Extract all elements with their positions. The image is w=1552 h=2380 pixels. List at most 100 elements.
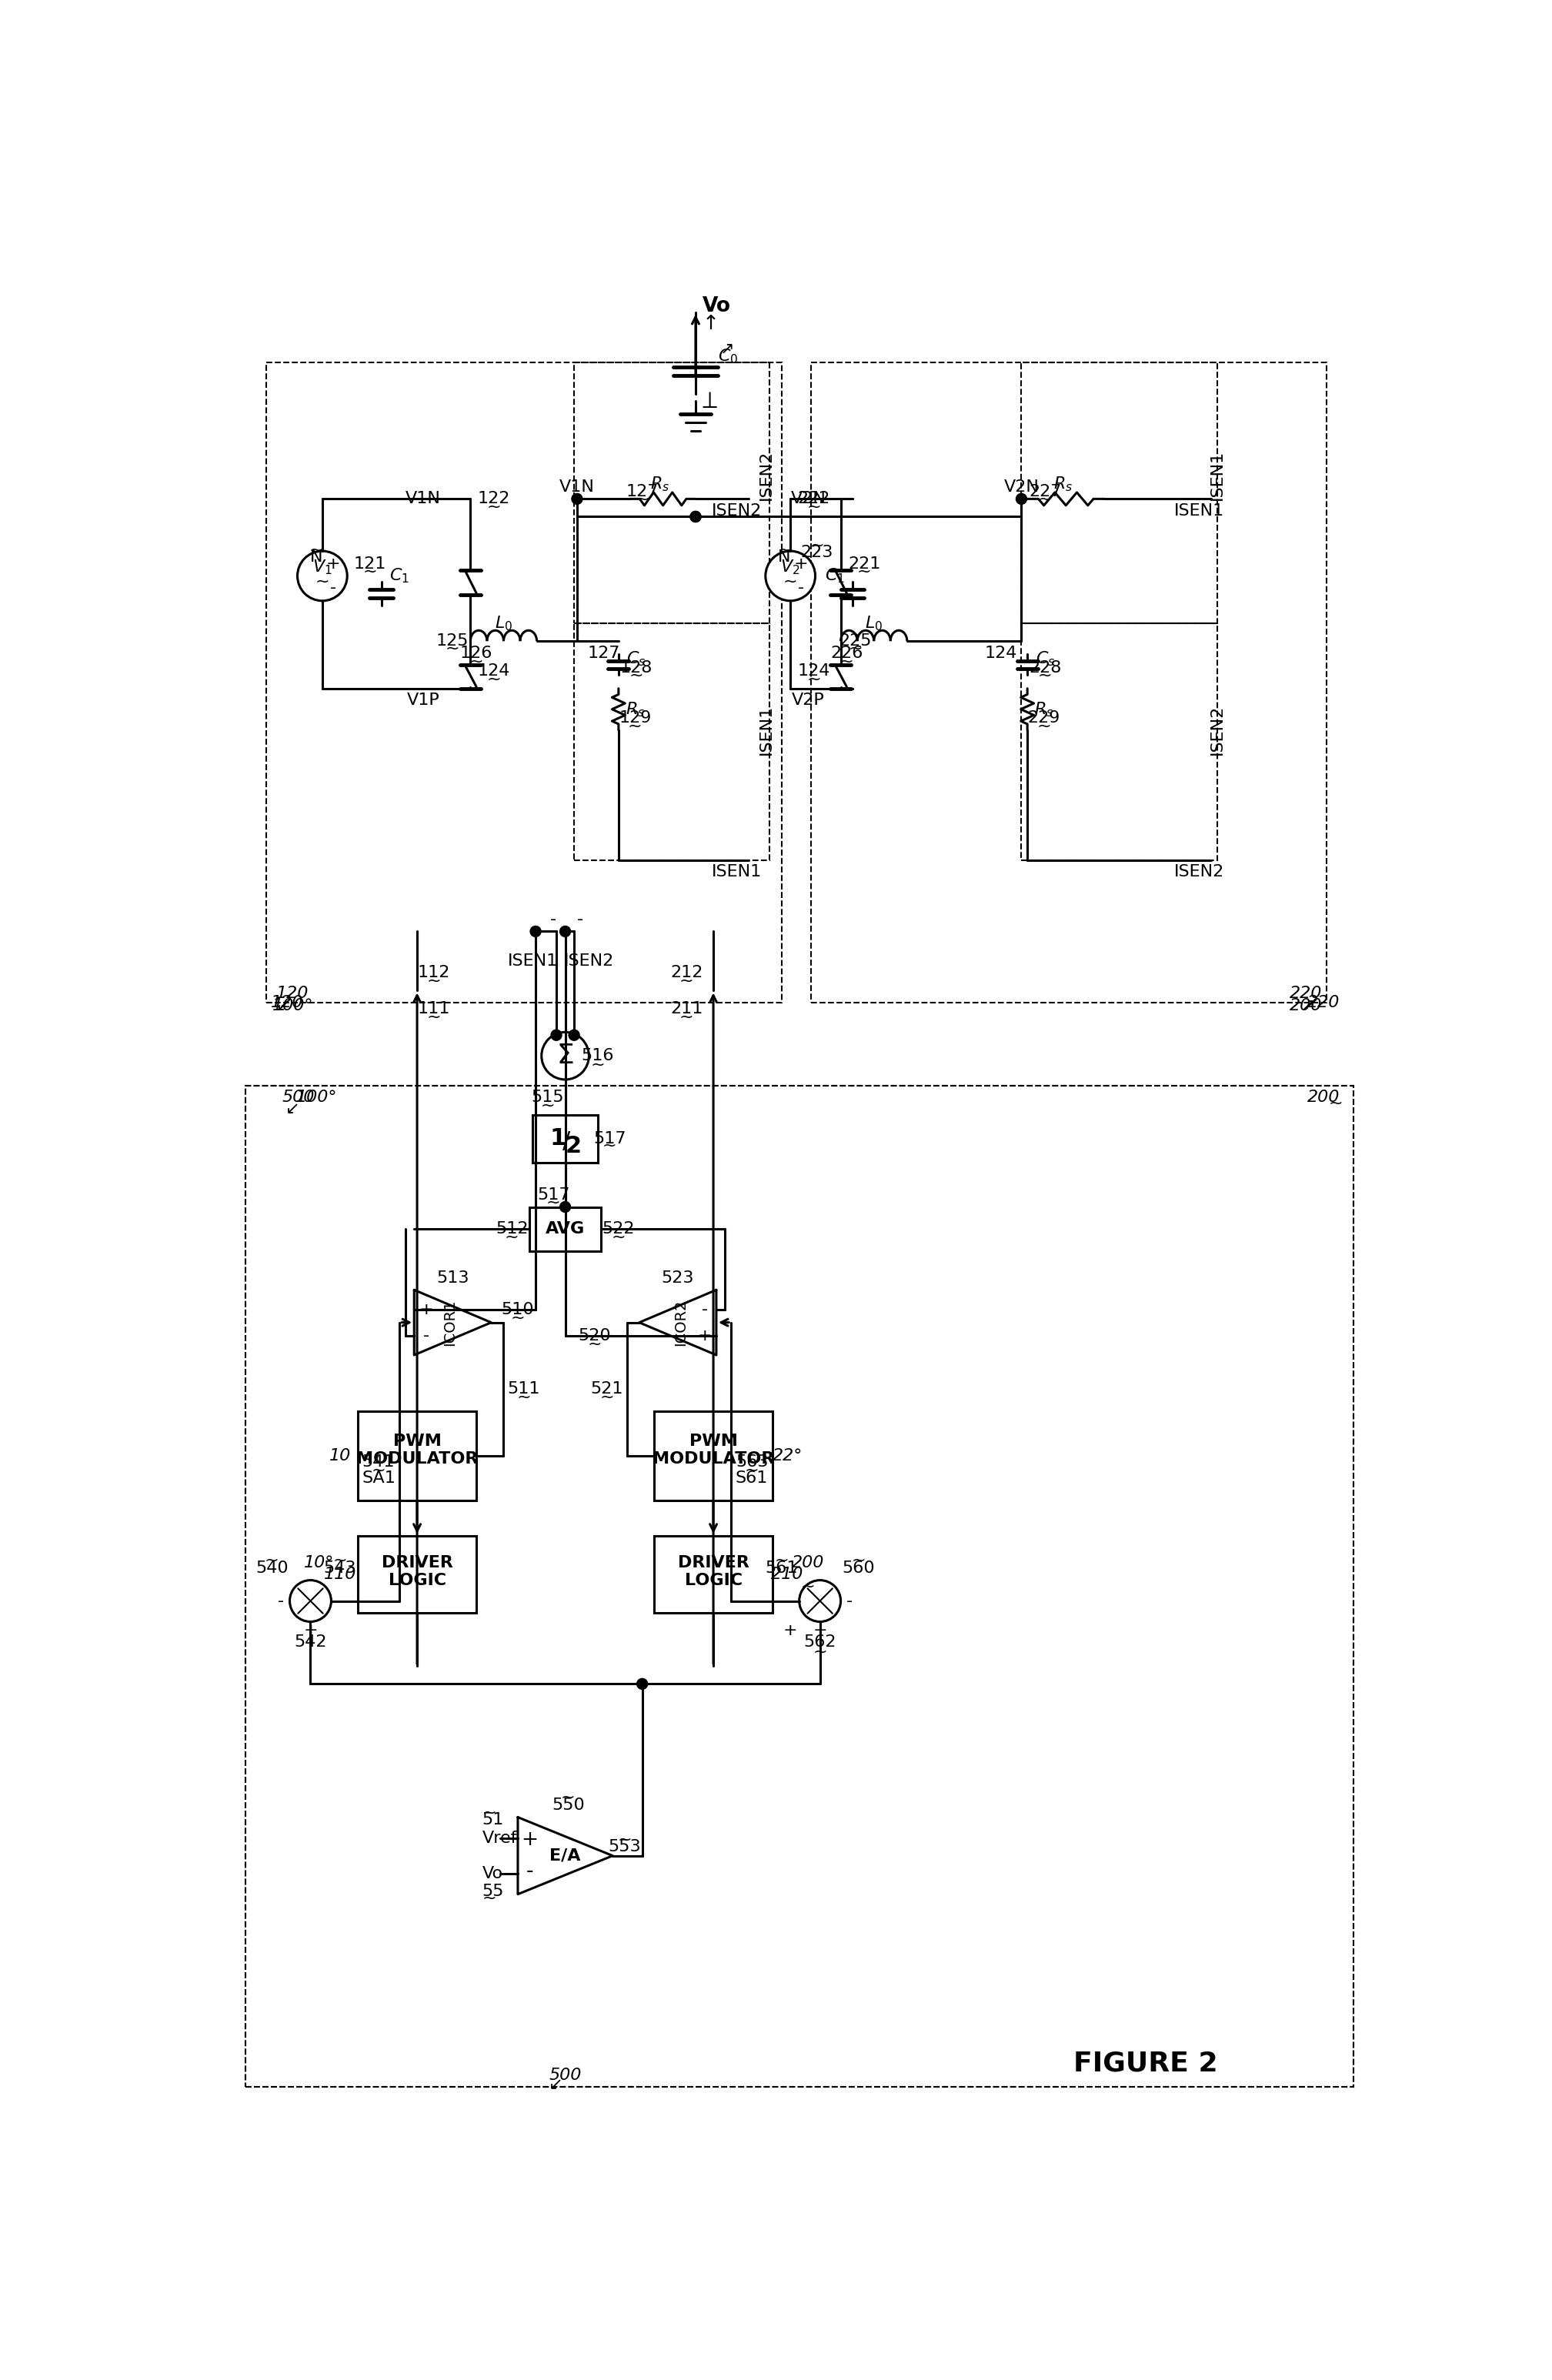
Text: ~: ~ xyxy=(309,543,323,557)
Bar xyxy=(245,1085,1353,2087)
Text: V2P: V2P xyxy=(792,693,824,707)
Text: 1: 1 xyxy=(549,1128,566,1150)
Text: ~: ~ xyxy=(363,564,377,578)
Text: ~: ~ xyxy=(315,574,329,590)
Text: -: - xyxy=(846,1592,852,1609)
Text: MODULATOR: MODULATOR xyxy=(652,1452,774,1466)
Circle shape xyxy=(570,1031,579,1040)
Text: MODULATOR: MODULATOR xyxy=(355,1452,478,1466)
Text: ~: ~ xyxy=(1037,719,1051,733)
Text: ISEN2: ISEN2 xyxy=(1209,704,1225,754)
Text: ICOR2: ICOR2 xyxy=(674,1299,688,1345)
Text: 513: 513 xyxy=(436,1271,469,1285)
Text: +: + xyxy=(521,1830,539,1849)
Text: ~: ~ xyxy=(778,543,792,557)
Text: 210: 210 xyxy=(771,1566,804,1583)
Text: ~: ~ xyxy=(588,1335,602,1352)
Circle shape xyxy=(298,552,348,600)
Circle shape xyxy=(1017,495,1026,505)
Text: ~: ~ xyxy=(483,1890,497,1906)
Text: ~: ~ xyxy=(469,655,484,669)
Text: 220: 220 xyxy=(1307,995,1339,1009)
Text: ~: ~ xyxy=(810,538,824,552)
Text: 522: 522 xyxy=(602,1221,635,1238)
Text: DRIVER: DRIVER xyxy=(382,1554,453,1571)
Text: $C_s$: $C_s$ xyxy=(627,650,646,669)
Text: +: + xyxy=(326,557,340,571)
Text: 126: 126 xyxy=(459,645,492,662)
Text: ~: ~ xyxy=(602,1138,616,1154)
Text: 540: 540 xyxy=(256,1561,289,1576)
Bar xyxy=(359,1535,476,1614)
Text: $\perp$: $\perp$ xyxy=(697,390,719,412)
Bar xyxy=(359,1411,476,1499)
Text: $\swarrow$: $\swarrow$ xyxy=(545,2078,562,2092)
Text: ~: ~ xyxy=(483,1806,497,1821)
Text: 100°: 100° xyxy=(272,997,314,1014)
Text: PWM: PWM xyxy=(689,1433,737,1449)
Text: ~: ~ xyxy=(857,564,872,578)
Text: $C_1$: $C_1$ xyxy=(824,566,844,585)
Circle shape xyxy=(691,512,700,521)
Text: ISEN1: ISEN1 xyxy=(1209,450,1225,500)
Text: V1N: V1N xyxy=(559,478,594,495)
Text: 222: 222 xyxy=(798,490,830,507)
Text: DRIVER: DRIVER xyxy=(678,1554,750,1571)
Bar xyxy=(529,1207,601,1252)
Bar xyxy=(532,1116,598,1161)
Text: PWM: PWM xyxy=(393,1433,441,1449)
Text: ~: ~ xyxy=(629,719,643,733)
Text: $\swarrow$: $\swarrow$ xyxy=(281,1102,298,1116)
Bar xyxy=(653,1411,773,1499)
Text: ISEN2: ISEN2 xyxy=(759,450,774,500)
Text: 500: 500 xyxy=(549,2068,582,2082)
Text: V1N: V1N xyxy=(405,490,441,507)
Text: $R_s$: $R_s$ xyxy=(1034,700,1054,719)
Text: 550: 550 xyxy=(551,1797,585,1814)
Text: 541: 541 xyxy=(362,1454,394,1468)
Text: 122: 122 xyxy=(478,490,511,507)
Text: 228: 228 xyxy=(1029,659,1062,676)
Text: 229: 229 xyxy=(1027,709,1060,726)
Text: AVG: AVG xyxy=(545,1221,585,1238)
Text: ~: ~ xyxy=(807,500,821,514)
Text: ~: ~ xyxy=(1038,490,1052,507)
Text: 124: 124 xyxy=(798,664,830,678)
Text: ~: ~ xyxy=(611,1230,625,1245)
Text: ~: ~ xyxy=(618,1833,632,1847)
Text: SA1: SA1 xyxy=(362,1471,396,1485)
Text: 511: 511 xyxy=(508,1380,540,1397)
Circle shape xyxy=(542,1033,588,1081)
Text: ~: ~ xyxy=(334,1554,348,1568)
Text: 517: 517 xyxy=(537,1188,570,1202)
Text: 212: 212 xyxy=(670,966,703,981)
Text: +: + xyxy=(795,557,809,571)
Text: ~: ~ xyxy=(427,1009,441,1023)
Text: ~: ~ xyxy=(849,640,863,657)
Text: V2N: V2N xyxy=(1004,478,1040,495)
Text: 121: 121 xyxy=(354,557,386,571)
Text: -: - xyxy=(278,1592,284,1609)
Text: 520: 520 xyxy=(579,1328,611,1342)
Text: 516: 516 xyxy=(582,1047,615,1064)
Text: 129: 129 xyxy=(619,709,652,726)
Text: $\nearrow$: $\nearrow$ xyxy=(1297,997,1315,1014)
Text: 543: 543 xyxy=(324,1561,357,1576)
Text: ~: ~ xyxy=(629,669,644,683)
Text: $R_s$: $R_s$ xyxy=(1054,476,1072,493)
Text: -: - xyxy=(798,581,804,595)
Text: 523: 523 xyxy=(661,1271,694,1285)
Text: N: N xyxy=(310,550,323,564)
Text: ~: ~ xyxy=(560,1790,576,1804)
Text: ~: ~ xyxy=(546,1195,560,1209)
Text: 55: 55 xyxy=(483,1883,504,1899)
Bar xyxy=(812,362,1327,1002)
Text: 553: 553 xyxy=(608,1840,641,1854)
Text: E/A: E/A xyxy=(549,1847,580,1864)
Text: ICOR1: ICOR1 xyxy=(442,1299,456,1345)
Text: 127: 127 xyxy=(587,645,621,662)
Text: -: - xyxy=(702,1302,708,1316)
Text: $\uparrow$: $\uparrow$ xyxy=(698,314,717,333)
Circle shape xyxy=(290,1580,331,1621)
Text: N: N xyxy=(778,550,792,564)
